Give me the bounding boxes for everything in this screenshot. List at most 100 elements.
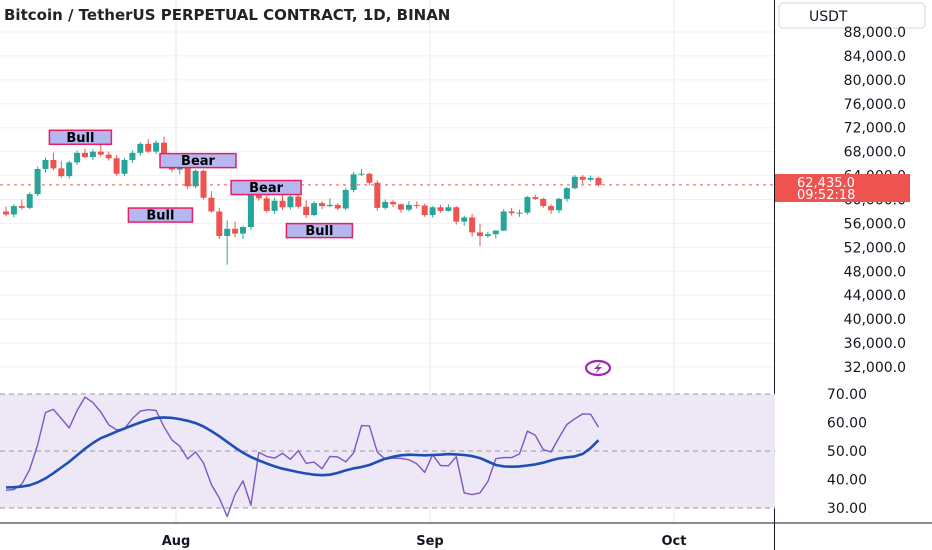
candle-body <box>366 173 373 183</box>
candle-body <box>26 194 33 208</box>
price-tick-label: 36,000.0 <box>844 336 906 352</box>
candle-body <box>421 205 428 216</box>
candle-body <box>208 197 215 212</box>
candle <box>516 209 523 217</box>
candle <box>192 169 199 189</box>
price-tick-label: 88,000.0 <box>844 25 906 41</box>
time-tick-label: Sep <box>416 534 444 549</box>
pattern-tag-box <box>285 222 354 239</box>
candle-body <box>34 168 41 195</box>
pattern-tag: Bull <box>285 222 354 239</box>
candle-body <box>50 160 57 169</box>
candle-body <box>89 151 96 158</box>
candle <box>145 139 152 153</box>
candle-body <box>492 230 499 235</box>
candle <box>303 200 310 219</box>
candle <box>563 186 570 202</box>
candle <box>263 195 270 213</box>
candle <box>571 174 578 190</box>
oscillator-tick-label: 60.00 <box>827 416 867 432</box>
candle-body <box>437 207 444 211</box>
candle-body <box>484 234 491 236</box>
lightning-icon[interactable] <box>584 359 612 377</box>
pattern-tag-label: Bull <box>305 224 333 239</box>
candle-body <box>184 161 191 187</box>
currency-button[interactable] <box>778 2 926 29</box>
price-axis-ticks: 32,000.0 36,000.0 40,000.0 44,000.0 48,000.0… <box>844 25 906 376</box>
candle-body <box>224 228 231 236</box>
candle <box>453 206 460 225</box>
candle-body <box>303 206 310 216</box>
candle <box>121 158 128 177</box>
candle-body <box>105 154 112 159</box>
pattern-tag-label: Bear <box>249 181 283 196</box>
candle-body <box>113 158 120 174</box>
time-tick-label: Aug <box>162 534 191 549</box>
candle-body <box>579 176 586 180</box>
pattern-tag-box <box>159 152 237 169</box>
candle-body <box>556 198 562 211</box>
candle-body <box>405 204 412 210</box>
candle-body <box>247 188 254 228</box>
candle <box>398 203 404 213</box>
candle-body <box>287 196 294 208</box>
candle-body <box>508 211 515 214</box>
price-tick-label: 48,000.0 <box>844 264 906 280</box>
oscillator-axis-ticks: 30.00 40.00 50.00 60.00 70.00 <box>827 387 867 517</box>
candle <box>429 206 436 218</box>
candle-body <box>524 197 531 213</box>
candle-body <box>153 142 160 152</box>
candle-body <box>319 203 325 207</box>
candle-body <box>42 160 49 169</box>
candle <box>405 201 412 212</box>
candle <box>500 209 507 232</box>
candle-body <box>469 217 476 233</box>
candle-body <box>326 204 333 207</box>
candle <box>271 197 278 214</box>
candle-body <box>398 204 404 210</box>
candle <box>42 157 49 173</box>
candle-body <box>121 160 128 174</box>
candle <box>358 168 365 177</box>
candle-body <box>548 206 555 211</box>
candle <box>595 176 602 187</box>
oscillator-series-line <box>5 416 600 489</box>
candle <box>3 206 9 217</box>
pattern-tag-box <box>48 129 113 146</box>
pattern-tag-label: Bull <box>66 131 94 146</box>
candle-body <box>516 212 523 214</box>
candle-body <box>66 162 73 177</box>
oscillator-lines <box>5 396 600 518</box>
candle-body <box>137 143 144 153</box>
candle-body <box>145 143 152 152</box>
candle-body <box>390 201 397 205</box>
candle-body <box>97 151 104 155</box>
candlestick-series <box>3 136 602 265</box>
pattern-tag: Bear <box>159 152 237 169</box>
oscillator-series-line <box>5 396 600 518</box>
last-price-value: 62,435.0 <box>797 176 855 191</box>
candle-body <box>595 177 602 185</box>
candle <box>532 194 539 201</box>
candle <box>421 203 428 217</box>
candle <box>66 160 73 179</box>
candle <box>89 149 96 161</box>
price-tick-label: 56,000.0 <box>844 216 906 232</box>
pattern-tag-box <box>230 179 302 196</box>
currency-label: USDT <box>809 9 848 25</box>
candle-body <box>82 152 88 158</box>
candle-body <box>216 211 223 236</box>
candle-body <box>445 207 452 211</box>
candle <box>208 191 215 213</box>
candle-body <box>263 198 270 211</box>
candle-body <box>571 176 578 189</box>
candle-body <box>240 227 246 234</box>
candle-body <box>461 217 468 222</box>
candle <box>18 199 25 210</box>
candle <box>82 148 88 159</box>
price-tick-label: 84,000.0 <box>844 49 906 65</box>
candle-body <box>358 173 365 175</box>
candle-body <box>334 204 341 209</box>
last-price-tag-bg <box>775 174 910 202</box>
